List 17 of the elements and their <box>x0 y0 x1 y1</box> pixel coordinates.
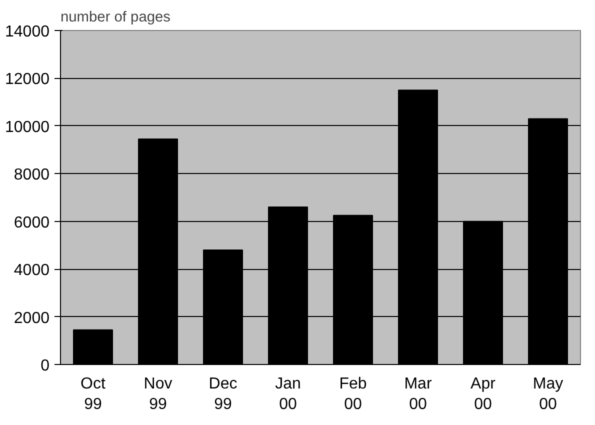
x-tick-label: May 00 <box>532 376 564 413</box>
y-tick-label: 10000 <box>5 118 50 136</box>
x-tick-label: Oct 99 <box>80 376 106 413</box>
x-tick-label: Feb 00 <box>339 376 367 413</box>
y-tick-label: 6000 <box>14 214 50 232</box>
y-tick-label: 4000 <box>14 262 50 280</box>
y-tick-label: 0 <box>40 358 50 374</box>
x-tick-label: Mar 00 <box>404 376 432 413</box>
x-tick-label: Nov 99 <box>144 376 172 413</box>
y-tick-label: 14000 <box>5 24 50 40</box>
y-tick-label: 12000 <box>5 71 50 88</box>
x-tick-label: Jan 00 <box>275 376 301 413</box>
y-tick-label: 8000 <box>14 166 50 184</box>
x-tick-label: Apr 00 <box>470 376 496 413</box>
x-tick-label: Dec 99 <box>208 376 238 413</box>
y-axis-title: number of pages <box>60 10 170 26</box>
y-tick-label: 2000 <box>14 310 50 327</box>
